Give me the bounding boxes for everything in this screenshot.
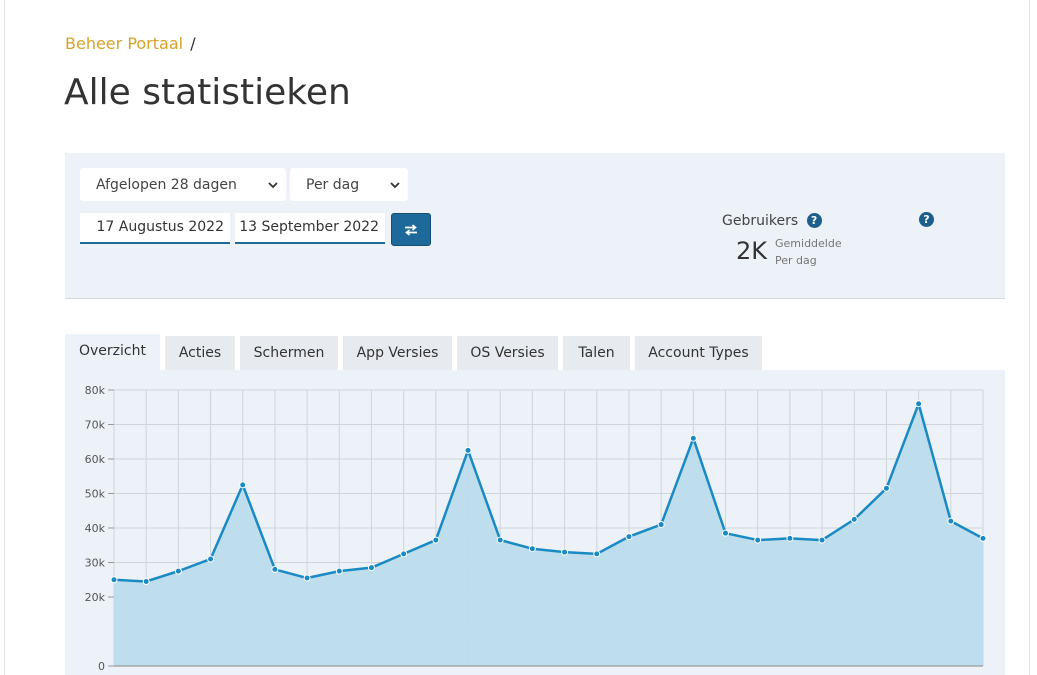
- metric-subtitle: Gemiddelde Per dag: [775, 235, 842, 269]
- y-axis-tick-label: 20k: [85, 591, 106, 604]
- data-point: [110, 576, 118, 584]
- series-line: [113, 402, 984, 583]
- y-axis-tick-label: 80k: [85, 384, 106, 397]
- period-select-value: Per dag: [306, 177, 360, 193]
- chevron-down-icon: [390, 182, 400, 189]
- series-area: [114, 403, 983, 666]
- period-select[interactable]: Per dag: [290, 168, 408, 201]
- filter-panel: Afgelopen 28 dagen Per dag 17 Augustus 2…: [65, 153, 1005, 299]
- data-point: [335, 567, 343, 575]
- data-point: [786, 534, 794, 542]
- metric-label-text: Gebruikers: [722, 213, 799, 229]
- data-point: [561, 548, 569, 556]
- y-axis-tick-label: 70k: [85, 419, 106, 432]
- metric-sub-line1: Gemiddelde: [775, 237, 842, 250]
- data-point: [625, 533, 633, 541]
- data-point: [850, 515, 858, 523]
- data-point: [593, 550, 601, 558]
- data-point: [947, 517, 955, 525]
- tab-account-types[interactable]: Account Types: [635, 336, 762, 370]
- question-circle-icon[interactable]: ?: [919, 212, 934, 227]
- data-point: [174, 567, 182, 575]
- data-point: [239, 481, 247, 489]
- data-point: [496, 536, 504, 544]
- data-point: [367, 564, 375, 572]
- data-point: [207, 555, 215, 563]
- breadcrumb-root-link[interactable]: Beheer Portaal: [65, 34, 184, 53]
- range-select-value: Afgelopen 28 dagen: [96, 177, 237, 193]
- swap-dates-button[interactable]: [391, 213, 431, 246]
- data-point: [142, 577, 150, 585]
- date-to-input[interactable]: 13 September 2022: [235, 213, 385, 244]
- data-point: [754, 536, 762, 544]
- swap-arrows-icon: [405, 223, 417, 236]
- y-axis-tick-label: 30k: [85, 557, 106, 570]
- metric-value: 2K: [736, 237, 768, 265]
- tab-acties[interactable]: Acties: [165, 336, 235, 370]
- data-point: [722, 529, 730, 537]
- tab-os-versies[interactable]: OS Versies: [457, 336, 558, 370]
- data-point: [818, 536, 826, 544]
- breadcrumb: Beheer Portaal /: [65, 34, 196, 53]
- y-axis-tick-label: 60k: [85, 453, 106, 466]
- data-point: [915, 400, 923, 408]
- data-point: [657, 521, 665, 529]
- tab-overzicht[interactable]: Overzicht: [65, 334, 160, 370]
- data-point: [689, 434, 697, 442]
- chevron-down-icon: [268, 182, 278, 189]
- data-point: [400, 550, 408, 558]
- data-point: [303, 574, 311, 582]
- data-point: [464, 446, 472, 454]
- metric-sub-line2: Per dag: [775, 254, 817, 267]
- data-point: [432, 536, 440, 544]
- data-point: [979, 534, 987, 542]
- y-axis-tick-label: 40k: [85, 522, 106, 535]
- data-point: [882, 484, 890, 492]
- users-area-chart: 0 20k 30k 40k 50k 60k 70k 80k: [85, 384, 987, 673]
- data-point: [271, 565, 279, 573]
- y-axis-tick-label: 50k: [85, 488, 106, 501]
- data-point: [528, 545, 536, 553]
- range-select[interactable]: Afgelopen 28 dagen: [80, 168, 286, 201]
- page-title: Alle statistieken: [64, 72, 351, 113]
- statistics-card: Beheer Portaal / Alle statistieken Afgel…: [4, 0, 1030, 675]
- breadcrumb-separator: /: [190, 34, 196, 53]
- question-circle-icon[interactable]: ?: [806, 213, 822, 228]
- y-axis-tick-label: 0: [98, 660, 105, 673]
- tab-app-versies[interactable]: App Versies: [343, 336, 452, 370]
- tab-schermen[interactable]: Schermen: [240, 336, 338, 370]
- chart-area: 0 20k 30k 40k 50k 60k 70k 80k: [65, 370, 1005, 675]
- tab-talen[interactable]: Talen: [563, 336, 630, 370]
- metric-label: Gebruikers ?: [722, 213, 822, 229]
- date-from-input[interactable]: 17 Augustus 2022: [80, 213, 230, 244]
